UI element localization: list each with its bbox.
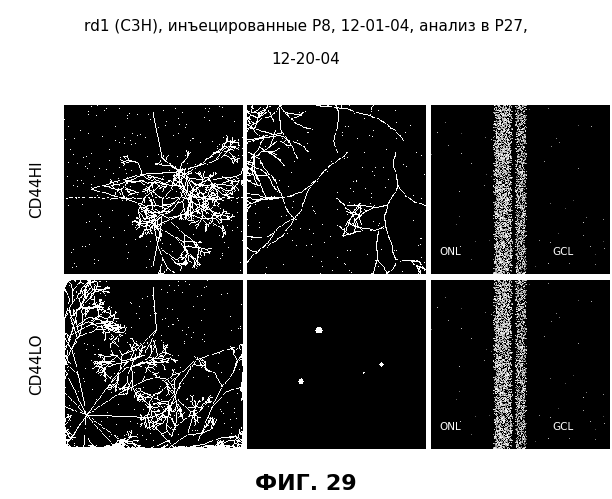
- Text: Глубокая: Глубокая: [296, 241, 377, 258]
- Text: 12-20-04: 12-20-04: [272, 51, 340, 66]
- Text: rd1 (С3Н), инъецированные Р8, 12-01-04, анализ в Р27,: rd1 (С3Н), инъецированные Р8, 12-01-04, …: [84, 19, 528, 34]
- Text: GCL: GCL: [552, 422, 573, 432]
- Text: CD44LO: CD44LO: [29, 334, 44, 395]
- Text: Поперечный срез: Поперечный срез: [443, 241, 596, 258]
- Text: ONL: ONL: [439, 422, 461, 432]
- Text: Первичная: Первичная: [106, 241, 201, 258]
- Text: CD44HI: CD44HI: [29, 161, 44, 218]
- Text: ФИГ. 29: ФИГ. 29: [255, 474, 357, 494]
- Text: GCL: GCL: [552, 247, 573, 257]
- Text: ONL: ONL: [439, 247, 461, 257]
